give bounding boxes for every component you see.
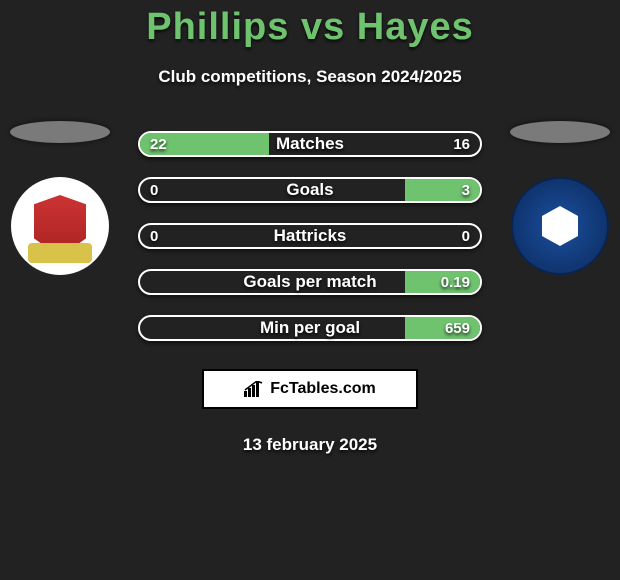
- stat-value-left: 22: [150, 136, 167, 153]
- stat-row: Goals per match 0.19: [138, 269, 482, 295]
- stat-value-right: 0: [462, 228, 470, 245]
- stat-label: Goals: [286, 180, 333, 200]
- team-crest-left: [11, 177, 109, 275]
- brand-text: FcTables.com: [270, 380, 376, 398]
- stat-row: 0 Goals 3: [138, 177, 482, 203]
- stat-value-left: 0: [150, 228, 158, 245]
- stat-label: Min per goal: [260, 318, 360, 338]
- stat-row: Min per goal 659: [138, 315, 482, 341]
- subtitle: Club competitions, Season 2024/2025: [0, 67, 620, 87]
- stat-label: Hattricks: [274, 226, 347, 246]
- stat-label: Matches: [276, 134, 344, 154]
- page-title: Phillips vs Hayes: [0, 6, 620, 49]
- brand-box[interactable]: FcTables.com: [202, 369, 418, 409]
- stat-value-right: 16: [453, 136, 470, 153]
- stat-row: 22 Matches 16: [138, 131, 482, 157]
- right-team-column: [500, 113, 620, 275]
- team-crest-right: [511, 177, 609, 275]
- chart-icon: [244, 381, 264, 397]
- stat-value-right: 659: [445, 320, 470, 337]
- stat-label: Goals per match: [243, 272, 376, 292]
- left-team-column: [0, 113, 120, 275]
- stat-value-right: 3: [462, 182, 470, 199]
- date-text: 13 february 2025: [0, 435, 620, 455]
- stat-row: 0 Hattricks 0: [138, 223, 482, 249]
- stats-bars: 22 Matches 16 0 Goals 3 0 Hattricks 0: [138, 131, 482, 341]
- shadow-ellipse: [510, 121, 610, 143]
- stat-value-right: 0.19: [441, 274, 470, 291]
- shadow-ellipse: [10, 121, 110, 143]
- stat-value-left: 0: [150, 182, 158, 199]
